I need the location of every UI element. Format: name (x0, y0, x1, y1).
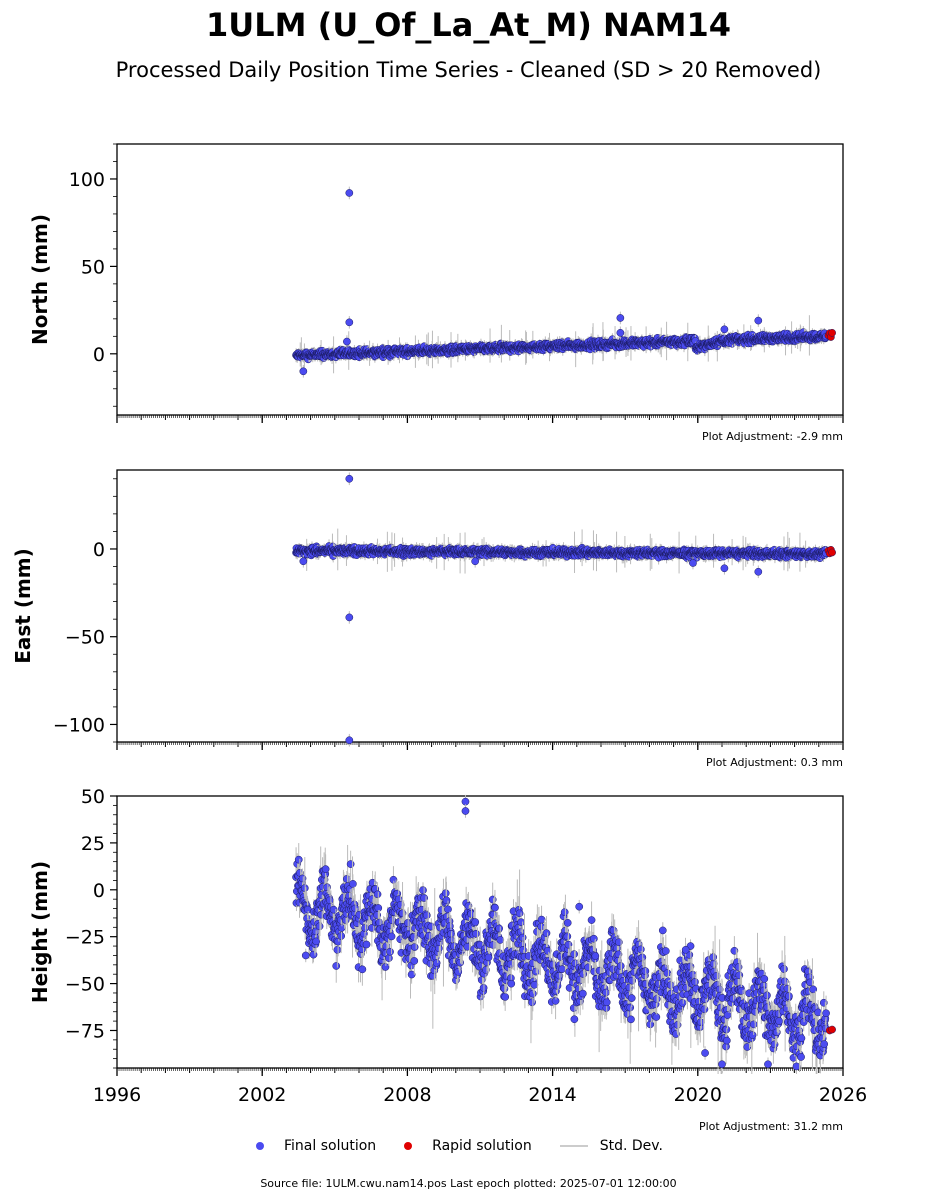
east-ylabel: East (mm) (11, 548, 35, 664)
north-final-point (343, 337, 351, 346)
east-axes-frame (116, 469, 844, 743)
north-axes-frame (116, 143, 844, 416)
north-ytick-label: 0 (93, 344, 105, 366)
north-final-point (345, 318, 354, 327)
north-points (292, 186, 836, 378)
north-rapid-point (828, 328, 836, 337)
north-final-point (299, 367, 308, 376)
north-final-point (754, 316, 763, 325)
chart-subtitle: Processed Daily Position Time Series - C… (115, 58, 822, 82)
north-ytick-label: 100 (69, 169, 105, 191)
north-ytick-label: 50 (81, 256, 105, 278)
east-ytick-label: 0 (93, 539, 105, 561)
east-points (292, 472, 836, 747)
east-ytick-label: −50 (65, 627, 105, 649)
north-ylabel: North (mm) (28, 214, 52, 345)
north-final-point (345, 189, 354, 197)
north-final-point (616, 314, 625, 322)
north-final-point (616, 328, 625, 337)
chart-title: 1ULM (U_Of_La_At_M) NAM14 (206, 6, 731, 44)
north-final-point (720, 325, 729, 334)
east-ytick-label: −100 (53, 714, 105, 736)
